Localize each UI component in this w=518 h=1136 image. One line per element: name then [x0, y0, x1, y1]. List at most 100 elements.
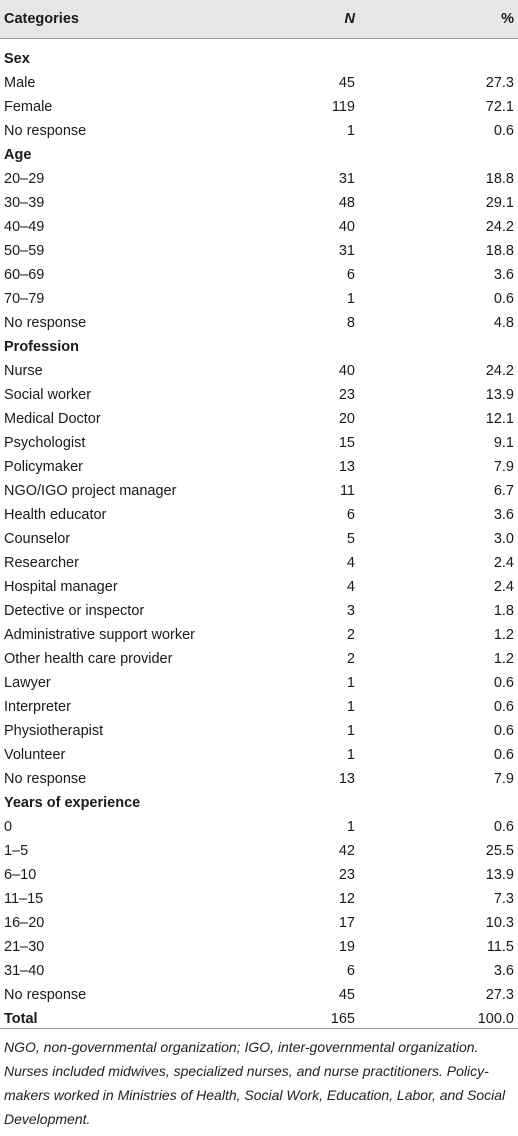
table-cell: No response: [4, 315, 87, 331]
table-cell: 17: [338, 915, 355, 931]
table-cell: 0: [4, 819, 13, 835]
table-cell: 42: [338, 843, 355, 859]
table-cell: 1.8: [493, 603, 514, 619]
table-cell: 45: [338, 75, 355, 91]
table-cell: 40–49: [4, 219, 45, 235]
table-cell: 0.6: [493, 747, 514, 763]
total-cell: 165: [330, 1011, 355, 1027]
table-cell: Female: [4, 99, 53, 115]
section-title: Years of experience: [4, 795, 141, 811]
table-cell: 1.2: [493, 627, 514, 643]
table-cell: 29.1: [485, 195, 514, 211]
table-cell: 7.9: [493, 771, 514, 787]
table-cell: 0.6: [493, 819, 514, 835]
table-cell: 50–59: [4, 243, 45, 259]
table-cell: 3: [346, 603, 355, 619]
table-cell: 20–29: [4, 171, 45, 187]
table-cell: 3.0: [493, 531, 514, 547]
table-cell: 3.6: [493, 963, 514, 979]
table-cell: 70–79: [4, 291, 45, 307]
table-cell: 12.1: [485, 411, 514, 427]
table-cell: 2: [346, 627, 355, 643]
table-cell: 8: [346, 315, 355, 331]
table-cell: 10.3: [485, 915, 514, 931]
table-cell: 0.6: [493, 699, 514, 715]
table-cell: 11: [339, 483, 355, 499]
table-cell: 19: [338, 939, 355, 955]
table-cell: 31: [338, 171, 355, 187]
table-cell: 6: [346, 963, 355, 979]
table-cell: 5: [346, 531, 355, 547]
table-cell: Counselor: [4, 531, 71, 547]
table-cell: Interpreter: [4, 699, 71, 715]
table-cell: 9.1: [493, 435, 514, 451]
table-cell: Other health care provider: [4, 651, 173, 667]
column-header: Categories: [4, 11, 79, 27]
table-cell: 31–40: [4, 963, 45, 979]
table-cell: 1.2: [493, 651, 514, 667]
table-cell: 60–69: [4, 267, 45, 283]
table-cell: 1: [346, 747, 355, 763]
table-cell: NGO/IGO project manager: [4, 483, 177, 499]
table-cell: 0.6: [493, 723, 514, 739]
table-cell: 20: [338, 411, 355, 427]
table-cell: 1–5: [4, 843, 29, 859]
table-cell: Researcher: [4, 555, 79, 571]
table-cell: 25.5: [485, 843, 514, 859]
table-cell: 13: [338, 771, 355, 787]
table-cell: 3.6: [493, 267, 514, 283]
table-cell: 1: [346, 123, 355, 139]
table-cell: Male: [4, 75, 36, 91]
section-title: Profession: [4, 339, 79, 355]
table-cell: 72.1: [485, 99, 514, 115]
table-cell: 12: [338, 891, 355, 907]
table-cell: 1: [346, 675, 355, 691]
table-cell: 23: [338, 387, 355, 403]
table-cell: 4: [346, 555, 355, 571]
table-cell: 21–30: [4, 939, 45, 955]
table-cell: 6: [346, 267, 355, 283]
table-cell: 0.6: [493, 675, 514, 691]
table-cell: No response: [4, 771, 87, 787]
table-cell: 3.6: [493, 507, 514, 523]
table-cell: Social worker: [4, 387, 92, 403]
table-cell: 119: [331, 99, 355, 115]
table-cell: 7.9: [493, 459, 514, 475]
table-cell: 40: [338, 219, 355, 235]
table-cell: 31: [338, 243, 355, 259]
footnote: Nurses included midwives, specialized nu…: [4, 1063, 506, 1127]
table-cell: No response: [4, 987, 87, 1003]
table-cell: 45: [338, 987, 355, 1003]
table-cell: 16–20: [4, 915, 45, 931]
section-title: Age: [4, 147, 32, 163]
table-cell: 24.2: [485, 219, 514, 235]
table-cell: No response: [4, 123, 87, 139]
table-cell: Psychologist: [4, 435, 86, 451]
table-cell: 0.6: [493, 291, 514, 307]
table-cell: Hospital manager: [4, 579, 118, 595]
total-cell: 100.0: [477, 1011, 514, 1027]
table-cell: 7.3: [493, 891, 514, 907]
table-cell: Physiotherapist: [4, 723, 104, 739]
table-cell: 6–10: [4, 867, 37, 883]
table-cell: 11–15: [4, 891, 44, 907]
bottom-rule: [0, 1028, 518, 1029]
table-cell: Medical Doctor: [4, 411, 101, 427]
table-cell: 23: [338, 867, 355, 883]
table-cell: Detective or inspector: [4, 603, 145, 619]
table-cell: 15: [338, 435, 355, 451]
column-header: %: [501, 11, 514, 27]
table-cell: 2: [346, 651, 355, 667]
table-cell: Volunteer: [4, 747, 66, 763]
table-cell: 2.4: [493, 555, 514, 571]
table-cell: 4: [346, 579, 355, 595]
table-cell: 13.9: [485, 867, 514, 883]
table-cell: 27.3: [485, 75, 514, 91]
table-cell: 18.8: [485, 243, 514, 259]
table-cell: 1: [346, 723, 355, 739]
column-header: N: [344, 11, 355, 27]
table-cell: Health educator: [4, 507, 107, 523]
table-cell: 13.9: [485, 387, 514, 403]
table-cell: 48: [338, 195, 355, 211]
